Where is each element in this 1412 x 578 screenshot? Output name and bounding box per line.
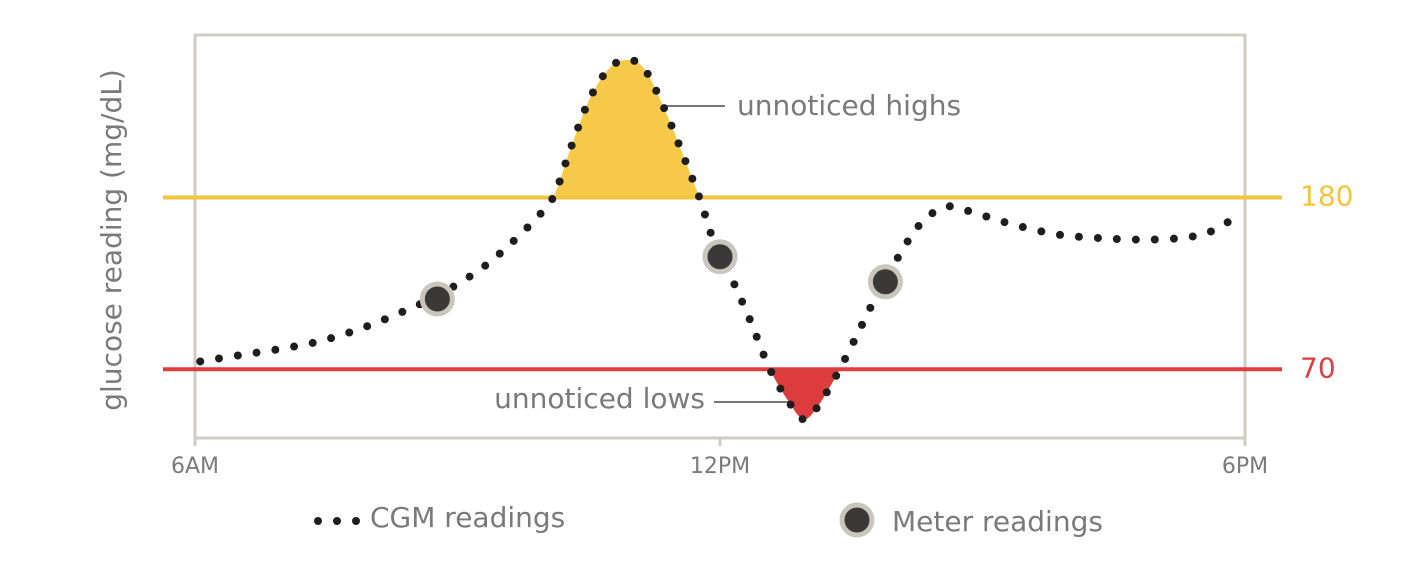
- threshold-label: 180: [1300, 179, 1353, 212]
- x-tick-label: 6AM: [171, 454, 219, 479]
- annotation: unnoticed lows: [494, 382, 705, 415]
- legend-marker: [314, 517, 322, 525]
- annotation: unnoticed highs: [737, 89, 961, 122]
- x-tick-label: 6PM: [1222, 454, 1268, 479]
- high-area: [553, 59, 700, 198]
- cgm-line: [196, 55, 1244, 424]
- legend-label: CGM readings: [370, 501, 565, 534]
- meter-reading: [867, 264, 903, 300]
- plot-frame: [193, 33, 1247, 440]
- legend-marker: [839, 502, 875, 538]
- y-axis-label: glucose reading (mg/dL): [95, 69, 128, 411]
- threshold-label: 70: [1300, 351, 1336, 384]
- meter-reading: [419, 281, 455, 317]
- x-tick-label: 12PM: [690, 454, 750, 479]
- legend-marker: [352, 517, 360, 525]
- legend-marker: [333, 517, 341, 525]
- meter-reading: [702, 239, 738, 275]
- low-area: [769, 369, 840, 420]
- legend-label: Meter readings: [892, 505, 1103, 538]
